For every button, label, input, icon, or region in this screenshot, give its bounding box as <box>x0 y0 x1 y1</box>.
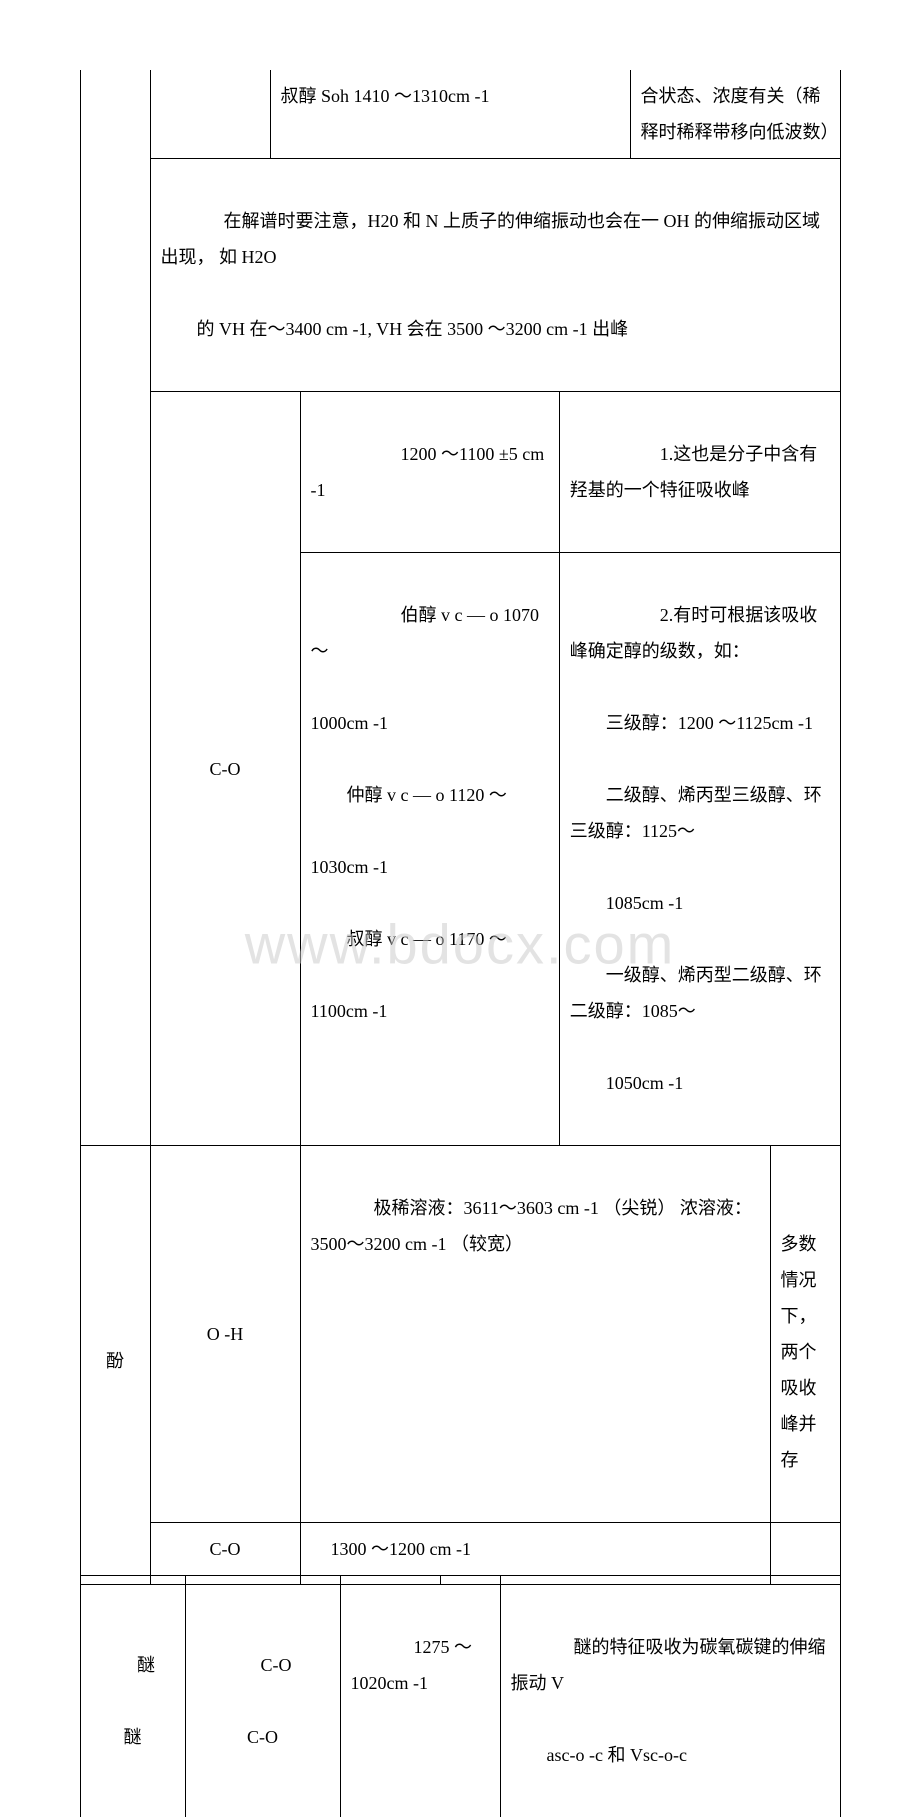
cell-text: 1275 ～1020cm -1 <box>351 1637 473 1693</box>
cell-text: 在解谱时要注意，H20 和 N 上质子的伸缩振动也会在一 OH 的伸缩振动区域出… <box>161 211 821 339</box>
cell-text: C-O <box>210 759 241 779</box>
table-row: 醚 醚 C-O C-O 1275 ～1020cm -1 醚的特征吸收为碳氧碳键的… <box>80 1585 840 1817</box>
table-row: 叔醇 Soh 1410 ～1310cm -1 合状态、浓度有关（稀 释时稀释带移… <box>80 70 840 159</box>
cell-text: C-O C-O <box>247 1655 292 1747</box>
cell-text: 多数情况下，两个吸收峰并存 <box>781 1198 844 1470</box>
spectroscopy-table: 叔醇 Soh 1410 ～1310cm -1 合状态、浓度有关（稀 释时稀释带移… <box>80 70 841 1817</box>
cell-text: 醚 醚 <box>124 1655 156 1747</box>
cell-text: 醚的特征吸收为碳氧碳键的伸缩振动 V asc-o -c 和 Vsc-o-c <box>511 1637 826 1765</box>
cell-text: 合状态、浓度有关（稀 释时稀释带移向低波数） <box>641 86 839 142</box>
table-row: C-O 1300 ～1200 cm -1 <box>80 1523 840 1576</box>
cell-text: 伯醇 v c — o 1070 ～ 1000cm -1 仲醇 v c — o 1… <box>311 605 544 1021</box>
cell-text: 1200 ～1100 ±5 cm -1 <box>311 444 549 500</box>
cell-text: 极稀溶液：3611～3603 cm -1 （尖锐） 浓溶液： 3500～3200… <box>311 1198 757 1254</box>
cell-text: 1.这也是分子中含有羟基的一个特征吸收峰 <box>570 444 818 500</box>
table-row: 在解谱时要注意，H20 和 N 上质子的伸缩振动也会在一 OH 的伸缩振动区域出… <box>80 159 840 392</box>
cell-text: O -H <box>207 1324 244 1344</box>
cell-text: 叔醇 Soh 1410 ～1310cm -1 <box>281 86 490 106</box>
cell-text: 1300 ～1200 cm -1 <box>331 1539 471 1559</box>
table-row <box>80 1576 840 1585</box>
cell-text: 酚 <box>106 1351 124 1371</box>
table-row: C-O 1200 ～1100 ±5 cm -1 1.这也是分子中含有羟基的一个特… <box>80 392 840 1146</box>
cell-text: C-O <box>210 1539 241 1559</box>
cell-text: 2.有时可根据该吸收峰确定醇的级数，如： 三级醇：1200 ～1125cm -1… <box>570 605 822 1093</box>
table-row: 酚 O -H 极稀溶液：3611～3603 cm -1 （尖锐） 浓溶液： 35… <box>80 1146 840 1523</box>
